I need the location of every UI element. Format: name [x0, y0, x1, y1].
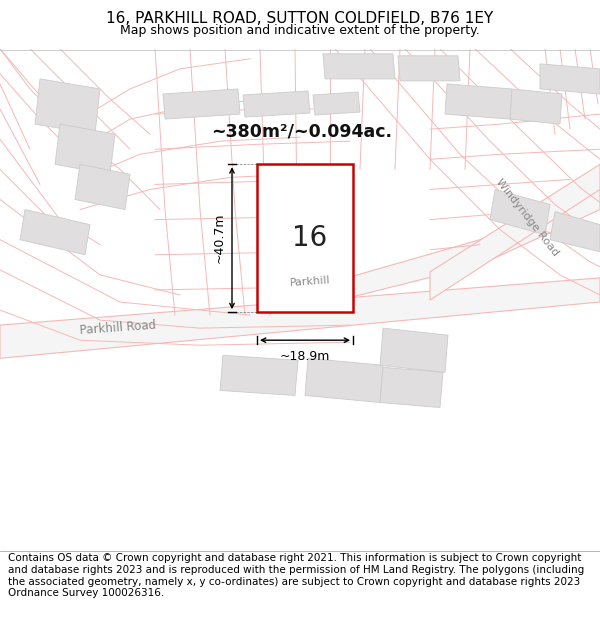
Polygon shape [380, 328, 448, 372]
Polygon shape [323, 54, 395, 79]
Text: Contains OS data © Crown copyright and database right 2021. This information is : Contains OS data © Crown copyright and d… [8, 554, 584, 598]
Polygon shape [550, 211, 600, 252]
Text: ~18.9m: ~18.9m [280, 350, 330, 363]
Polygon shape [380, 368, 443, 408]
Text: 16, PARKHILL ROAD, SUTTON COLDFIELD, B76 1EY: 16, PARKHILL ROAD, SUTTON COLDFIELD, B76… [106, 11, 494, 26]
Polygon shape [313, 92, 360, 115]
Text: Parkhill: Parkhill [289, 276, 331, 288]
Text: ~380m²/~0.094ac.: ~380m²/~0.094ac. [212, 122, 392, 140]
Text: ~40.7m: ~40.7m [213, 213, 226, 264]
Polygon shape [220, 355, 298, 396]
Polygon shape [35, 79, 100, 134]
Polygon shape [398, 56, 460, 81]
Polygon shape [163, 89, 240, 119]
Polygon shape [540, 64, 600, 94]
Polygon shape [20, 209, 90, 255]
Polygon shape [257, 164, 353, 312]
Polygon shape [340, 189, 600, 300]
Text: Windyridge Road: Windyridge Road [494, 177, 560, 258]
Text: Parkhill Road: Parkhill Road [79, 319, 157, 338]
Polygon shape [75, 164, 130, 209]
Polygon shape [0, 278, 600, 358]
Polygon shape [510, 89, 562, 124]
Text: 16: 16 [292, 224, 328, 253]
Polygon shape [445, 84, 512, 119]
Polygon shape [430, 164, 600, 300]
Polygon shape [55, 124, 115, 174]
Text: Map shows position and indicative extent of the property.: Map shows position and indicative extent… [120, 24, 480, 36]
Polygon shape [243, 91, 310, 117]
Polygon shape [305, 358, 383, 402]
Polygon shape [490, 189, 550, 234]
